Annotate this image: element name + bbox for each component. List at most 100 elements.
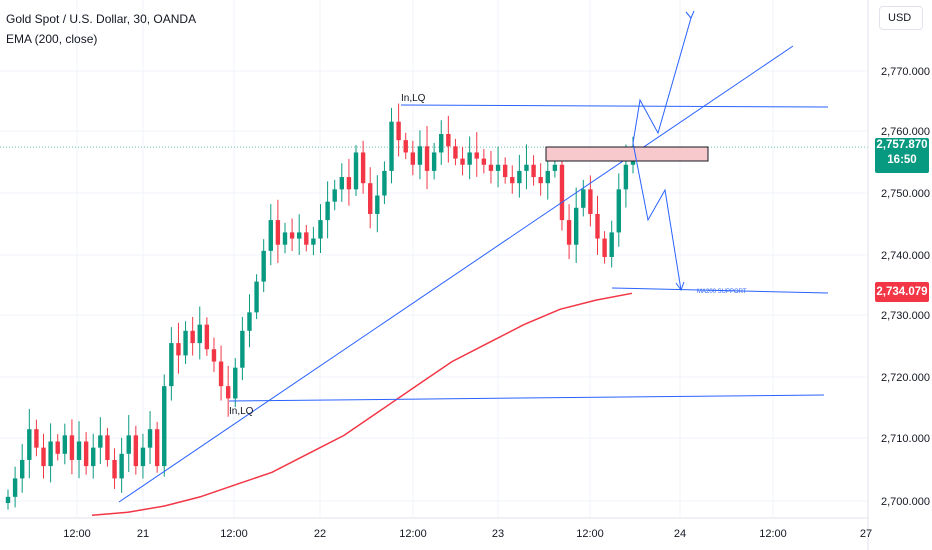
- time-axis[interactable]: 12:00 21 12:00 22 12:00 23 12:00 24 12:0…: [63, 528, 872, 540]
- candle-body: [382, 170, 387, 196]
- candle-body: [240, 330, 245, 368]
- candle-body: [460, 158, 465, 165]
- candle-body: [524, 164, 529, 171]
- indicator-label[interactable]: EMA (200, close): [6, 32, 98, 46]
- price-tick: 2,770.000: [881, 66, 930, 78]
- candle-body: [254, 281, 259, 313]
- candle-body: [566, 220, 572, 245]
- price-tick: 2,760.000: [881, 126, 930, 138]
- candle-body: [183, 330, 188, 356]
- drawings-group[interactable]: [118, 10, 829, 503]
- price-axis[interactable]: 2,770.000 2,760.000 2,750.000 2,740.000 …: [881, 66, 930, 508]
- liquidity-level-bottom: [228, 394, 825, 402]
- chart-legend: Gold Spot / U.S. Dollar, 30, OANDA EMA (…: [6, 9, 196, 49]
- candle-body: [488, 164, 494, 171]
- candle-body: [467, 152, 472, 165]
- time-tick: 12:00: [399, 528, 427, 540]
- price-tick: 2,750.000: [881, 188, 930, 200]
- time-tick: 12:00: [759, 528, 787, 540]
- candle-body: [360, 152, 366, 184]
- candle-body: [403, 140, 408, 153]
- candle-body: [119, 453, 124, 479]
- time-tick: 21: [137, 528, 149, 540]
- liquidity-level-top: [400, 104, 829, 108]
- candle-body: [559, 164, 565, 221]
- time-tick: 27: [860, 528, 872, 540]
- candle-body: [581, 189, 586, 208]
- candle-body: [510, 177, 515, 184]
- candle-body: [261, 250, 266, 282]
- candle-body: [91, 447, 96, 467]
- candle-body: [140, 447, 146, 467]
- symbol-title[interactable]: Gold Spot / U.S. Dollar, 30, OANDA: [6, 12, 197, 26]
- candle-body: [126, 435, 131, 454]
- candle-body: [105, 435, 110, 460]
- projection-up-path: [632, 17, 692, 144]
- candle-body: [545, 170, 550, 184]
- price-tick: 2,740.000: [881, 250, 930, 262]
- candle-body: [474, 152, 479, 159]
- arrowhead-up: [685, 10, 695, 19]
- time-tick: 12:00: [63, 528, 91, 540]
- top-liquidity-label: In,LQ: [401, 93, 426, 104]
- candle-body: [176, 343, 181, 356]
- last-price-value: 2,757.870: [876, 139, 928, 151]
- ema200-line: [91, 292, 633, 517]
- candle-body: [453, 146, 458, 159]
- candle-body: [204, 324, 210, 350]
- candle-body: [154, 429, 160, 467]
- candle-body: [268, 220, 273, 251]
- candle-body: [169, 343, 174, 387]
- candle-body: [282, 232, 288, 245]
- candle-body: [55, 441, 60, 454]
- time-tick: 12:00: [576, 528, 604, 540]
- candle-body: [368, 183, 373, 214]
- candle-body: [98, 435, 103, 448]
- candle-body: [247, 312, 252, 331]
- candle-body: [481, 158, 487, 165]
- candle-body: [573, 207, 579, 245]
- candle-body: [62, 435, 68, 454]
- candle-body: [439, 134, 444, 153]
- candle-body: [190, 330, 195, 344]
- price-tick: 2,730.000: [881, 310, 930, 322]
- candle-body: [296, 232, 302, 239]
- candle-body: [27, 429, 32, 460]
- candle-body: [417, 146, 423, 165]
- ema-price-badge: 2,734.079: [875, 282, 929, 302]
- candle-body: [332, 189, 337, 202]
- candle-body: [609, 232, 614, 257]
- candle-body: [76, 441, 82, 460]
- chart-grid: [0, 0, 868, 518]
- candle-body: [20, 459, 25, 479]
- candle-body: [12, 478, 18, 497]
- supply-zone: [545, 146, 709, 162]
- candle-body: [375, 195, 380, 214]
- candle-body: [325, 201, 330, 221]
- candle-body: [446, 134, 451, 147]
- time-tick: 23: [492, 528, 504, 540]
- candle-body: [69, 435, 75, 460]
- currency-button[interactable]: USD: [879, 6, 923, 30]
- time-tick: 12:00: [220, 528, 248, 540]
- candle-body: [538, 177, 543, 184]
- trendline: [118, 45, 794, 503]
- candle-body: [225, 386, 231, 399]
- candle-body: [531, 164, 536, 178]
- candle-body: [233, 367, 238, 399]
- candle-body: [495, 164, 501, 171]
- ma200-support-label: MA200 SUPPORT: [697, 289, 747, 295]
- candle-body: [517, 170, 522, 184]
- candle-body: [389, 121, 394, 171]
- arrowhead-down: [675, 281, 685, 292]
- candle-body: [197, 324, 202, 344]
- candle-body: [410, 152, 416, 165]
- candle-body: [5, 496, 11, 503]
- candle-body: [112, 459, 117, 479]
- candle-body: [623, 164, 629, 190]
- time-tick: 22: [314, 528, 326, 540]
- bar-countdown: 16:50: [887, 154, 917, 166]
- candle-body: [424, 146, 430, 171]
